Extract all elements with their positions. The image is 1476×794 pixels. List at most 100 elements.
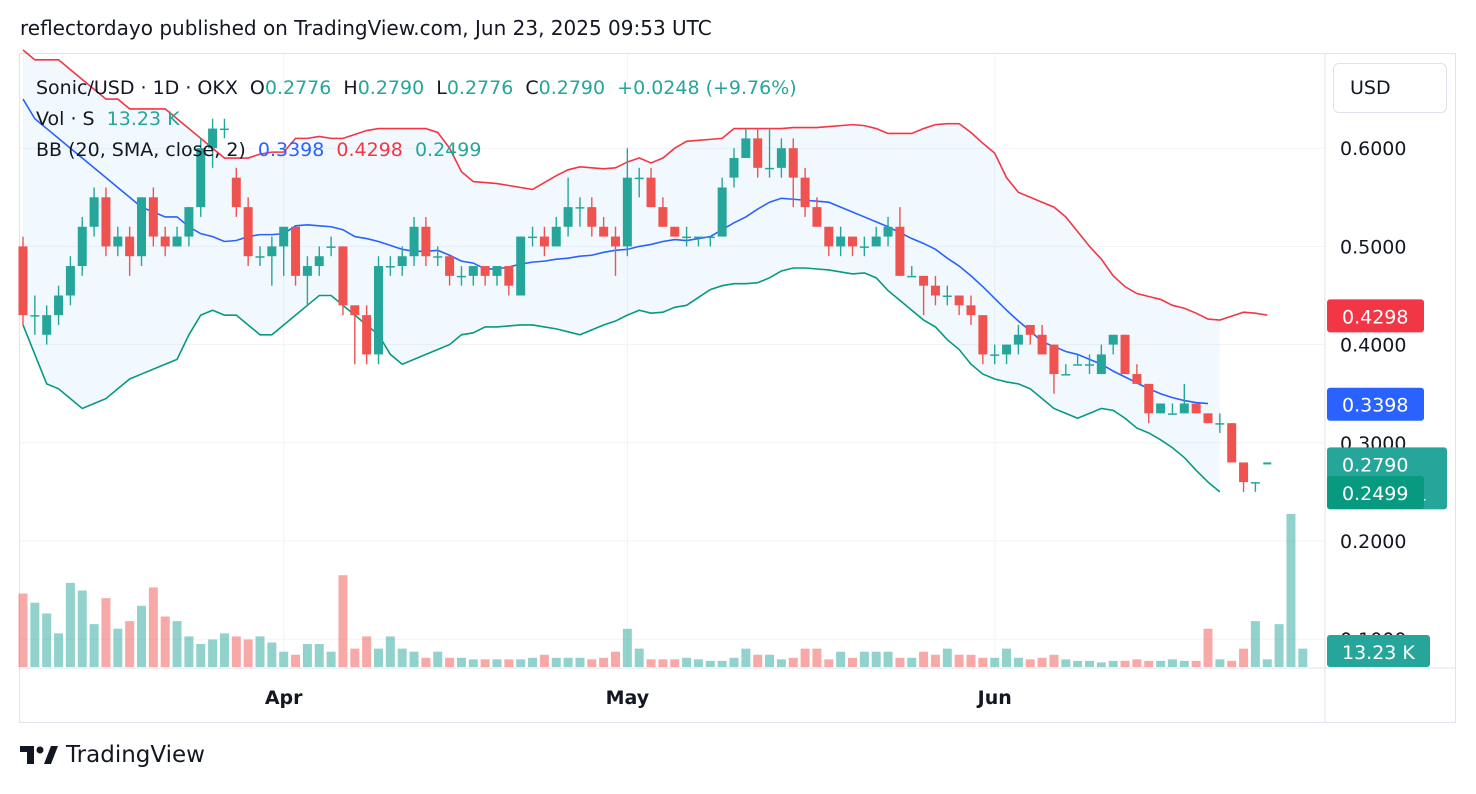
candle xyxy=(492,266,502,286)
candle xyxy=(551,216,561,247)
candle-body xyxy=(243,207,253,257)
volume-bar xyxy=(101,598,111,667)
volume-bar xyxy=(54,633,64,667)
candle-body xyxy=(800,177,810,208)
candle-body xyxy=(611,236,620,247)
candle-body xyxy=(1049,344,1059,375)
volume-bar xyxy=(291,654,301,667)
volume-bar xyxy=(966,654,976,667)
candle-body xyxy=(184,207,194,237)
volume-bar xyxy=(1286,514,1296,667)
candle-body xyxy=(1002,344,1012,355)
candle xyxy=(397,246,407,276)
volume-bar xyxy=(89,624,99,667)
candle xyxy=(421,216,431,267)
candle-body xyxy=(1250,482,1260,484)
volume-bar xyxy=(1262,659,1272,667)
candle-body xyxy=(196,148,206,208)
volume-bar xyxy=(1298,648,1308,667)
volume-bar xyxy=(1002,648,1012,667)
volume-bar xyxy=(1132,659,1142,667)
candle-body xyxy=(397,256,407,267)
candle-body xyxy=(338,246,348,306)
candle-body xyxy=(954,295,964,306)
legend-vol-label[interactable]: Vol · S xyxy=(36,108,95,130)
candle-body xyxy=(291,226,301,276)
volume-bar xyxy=(1274,624,1284,667)
candle-body xyxy=(137,197,146,257)
volume-bar xyxy=(551,657,561,667)
candle xyxy=(1144,383,1154,424)
legend-volume-row: Vol · S 13.23 K xyxy=(36,104,803,135)
candle xyxy=(54,285,64,325)
candle xyxy=(919,275,929,316)
price-badge: 0.2499 xyxy=(1327,475,1424,509)
candle-body xyxy=(563,207,573,227)
volume-bar xyxy=(397,648,407,667)
candle xyxy=(374,256,383,365)
candle-body xyxy=(480,266,490,276)
candle xyxy=(1096,344,1106,375)
volume-bar xyxy=(563,657,573,667)
candle-body xyxy=(160,236,170,247)
candle-body xyxy=(848,236,857,247)
volume-bar xyxy=(480,659,490,667)
legend-h-label: H xyxy=(343,77,358,99)
volume-bar xyxy=(1179,660,1189,667)
volume-bar xyxy=(705,660,715,667)
currency-selector[interactable]: USD xyxy=(1333,63,1447,113)
candle-body xyxy=(231,177,241,208)
volume-bar xyxy=(1025,659,1035,667)
volume-bar xyxy=(148,587,158,667)
candle-body xyxy=(930,285,940,296)
volume-bar xyxy=(456,657,466,667)
volume-badge-label: 13.23 K xyxy=(1342,642,1415,664)
legend-change: +0.0248 (+9.76%) xyxy=(617,77,797,99)
candle xyxy=(942,285,952,306)
candle xyxy=(504,266,514,296)
candle-body xyxy=(302,266,312,276)
legend-symbol[interactable]: Sonic/USD · 1D · OKX xyxy=(36,77,238,99)
volume-bar xyxy=(859,651,869,667)
tradingview-logo-icon xyxy=(20,746,58,764)
volume-bar xyxy=(788,657,798,667)
volume-bar xyxy=(113,628,123,667)
volume-bar xyxy=(599,657,609,667)
candle-body xyxy=(255,256,265,258)
volume-bar xyxy=(919,651,929,667)
legend-bb-label[interactable]: BB (20, SMA, close, 2) xyxy=(36,139,246,161)
candle-body xyxy=(30,315,40,317)
volume-bar xyxy=(1227,660,1237,667)
candle xyxy=(776,138,786,178)
candle xyxy=(563,177,573,237)
candle-body xyxy=(693,236,703,239)
candle xyxy=(291,226,301,286)
volume-bar xyxy=(1120,660,1130,667)
candle xyxy=(883,216,893,247)
candle-body xyxy=(504,266,514,286)
candle-body xyxy=(658,207,668,227)
legend-c-label: C xyxy=(525,77,539,99)
volume-bar xyxy=(895,657,905,667)
volume-bar xyxy=(196,644,206,667)
volume-bar xyxy=(942,648,952,667)
price-badge: 0.3398 xyxy=(1327,387,1424,421)
candle-body xyxy=(385,266,395,268)
candle xyxy=(848,236,857,257)
candle xyxy=(350,305,360,365)
tradingview-brand[interactable]: TradingView xyxy=(20,742,205,768)
candle xyxy=(1191,403,1201,414)
candle xyxy=(788,138,798,208)
price-badge-bg xyxy=(1327,387,1424,421)
candle xyxy=(705,236,715,247)
candle xyxy=(1037,324,1047,355)
chart-frame xyxy=(19,53,1456,723)
candle xyxy=(634,167,644,198)
candle xyxy=(741,128,751,159)
volume-bar xyxy=(539,654,549,667)
candle xyxy=(800,167,810,217)
candle xyxy=(196,138,206,217)
candle xyxy=(65,256,75,306)
candle xyxy=(172,226,182,247)
